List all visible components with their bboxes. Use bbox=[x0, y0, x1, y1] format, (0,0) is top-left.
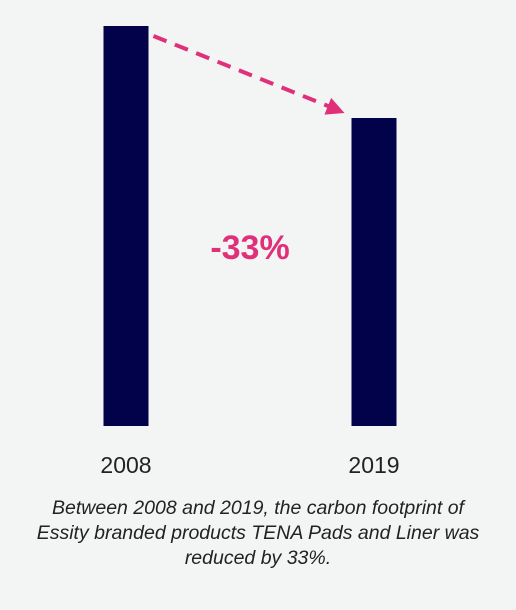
x-tick-label-2019: 2019 bbox=[348, 452, 399, 478]
x-tick-label-2008: 2008 bbox=[100, 452, 151, 478]
arrow-head bbox=[324, 97, 345, 115]
reduction-label: -33% bbox=[210, 229, 289, 267]
bar-2008 bbox=[103, 26, 149, 426]
bar-2019 bbox=[351, 118, 397, 426]
bars-group bbox=[103, 26, 397, 426]
chart-caption: Between 2008 and 2019, the carbon footpr… bbox=[36, 497, 480, 569]
arrow-dashed-line bbox=[152, 34, 332, 109]
reduction-arrow bbox=[152, 34, 345, 115]
x-tick-labels: 2008 2019 bbox=[100, 452, 399, 478]
bar-chart: 2008 2019 -33% bbox=[100, 26, 400, 478]
